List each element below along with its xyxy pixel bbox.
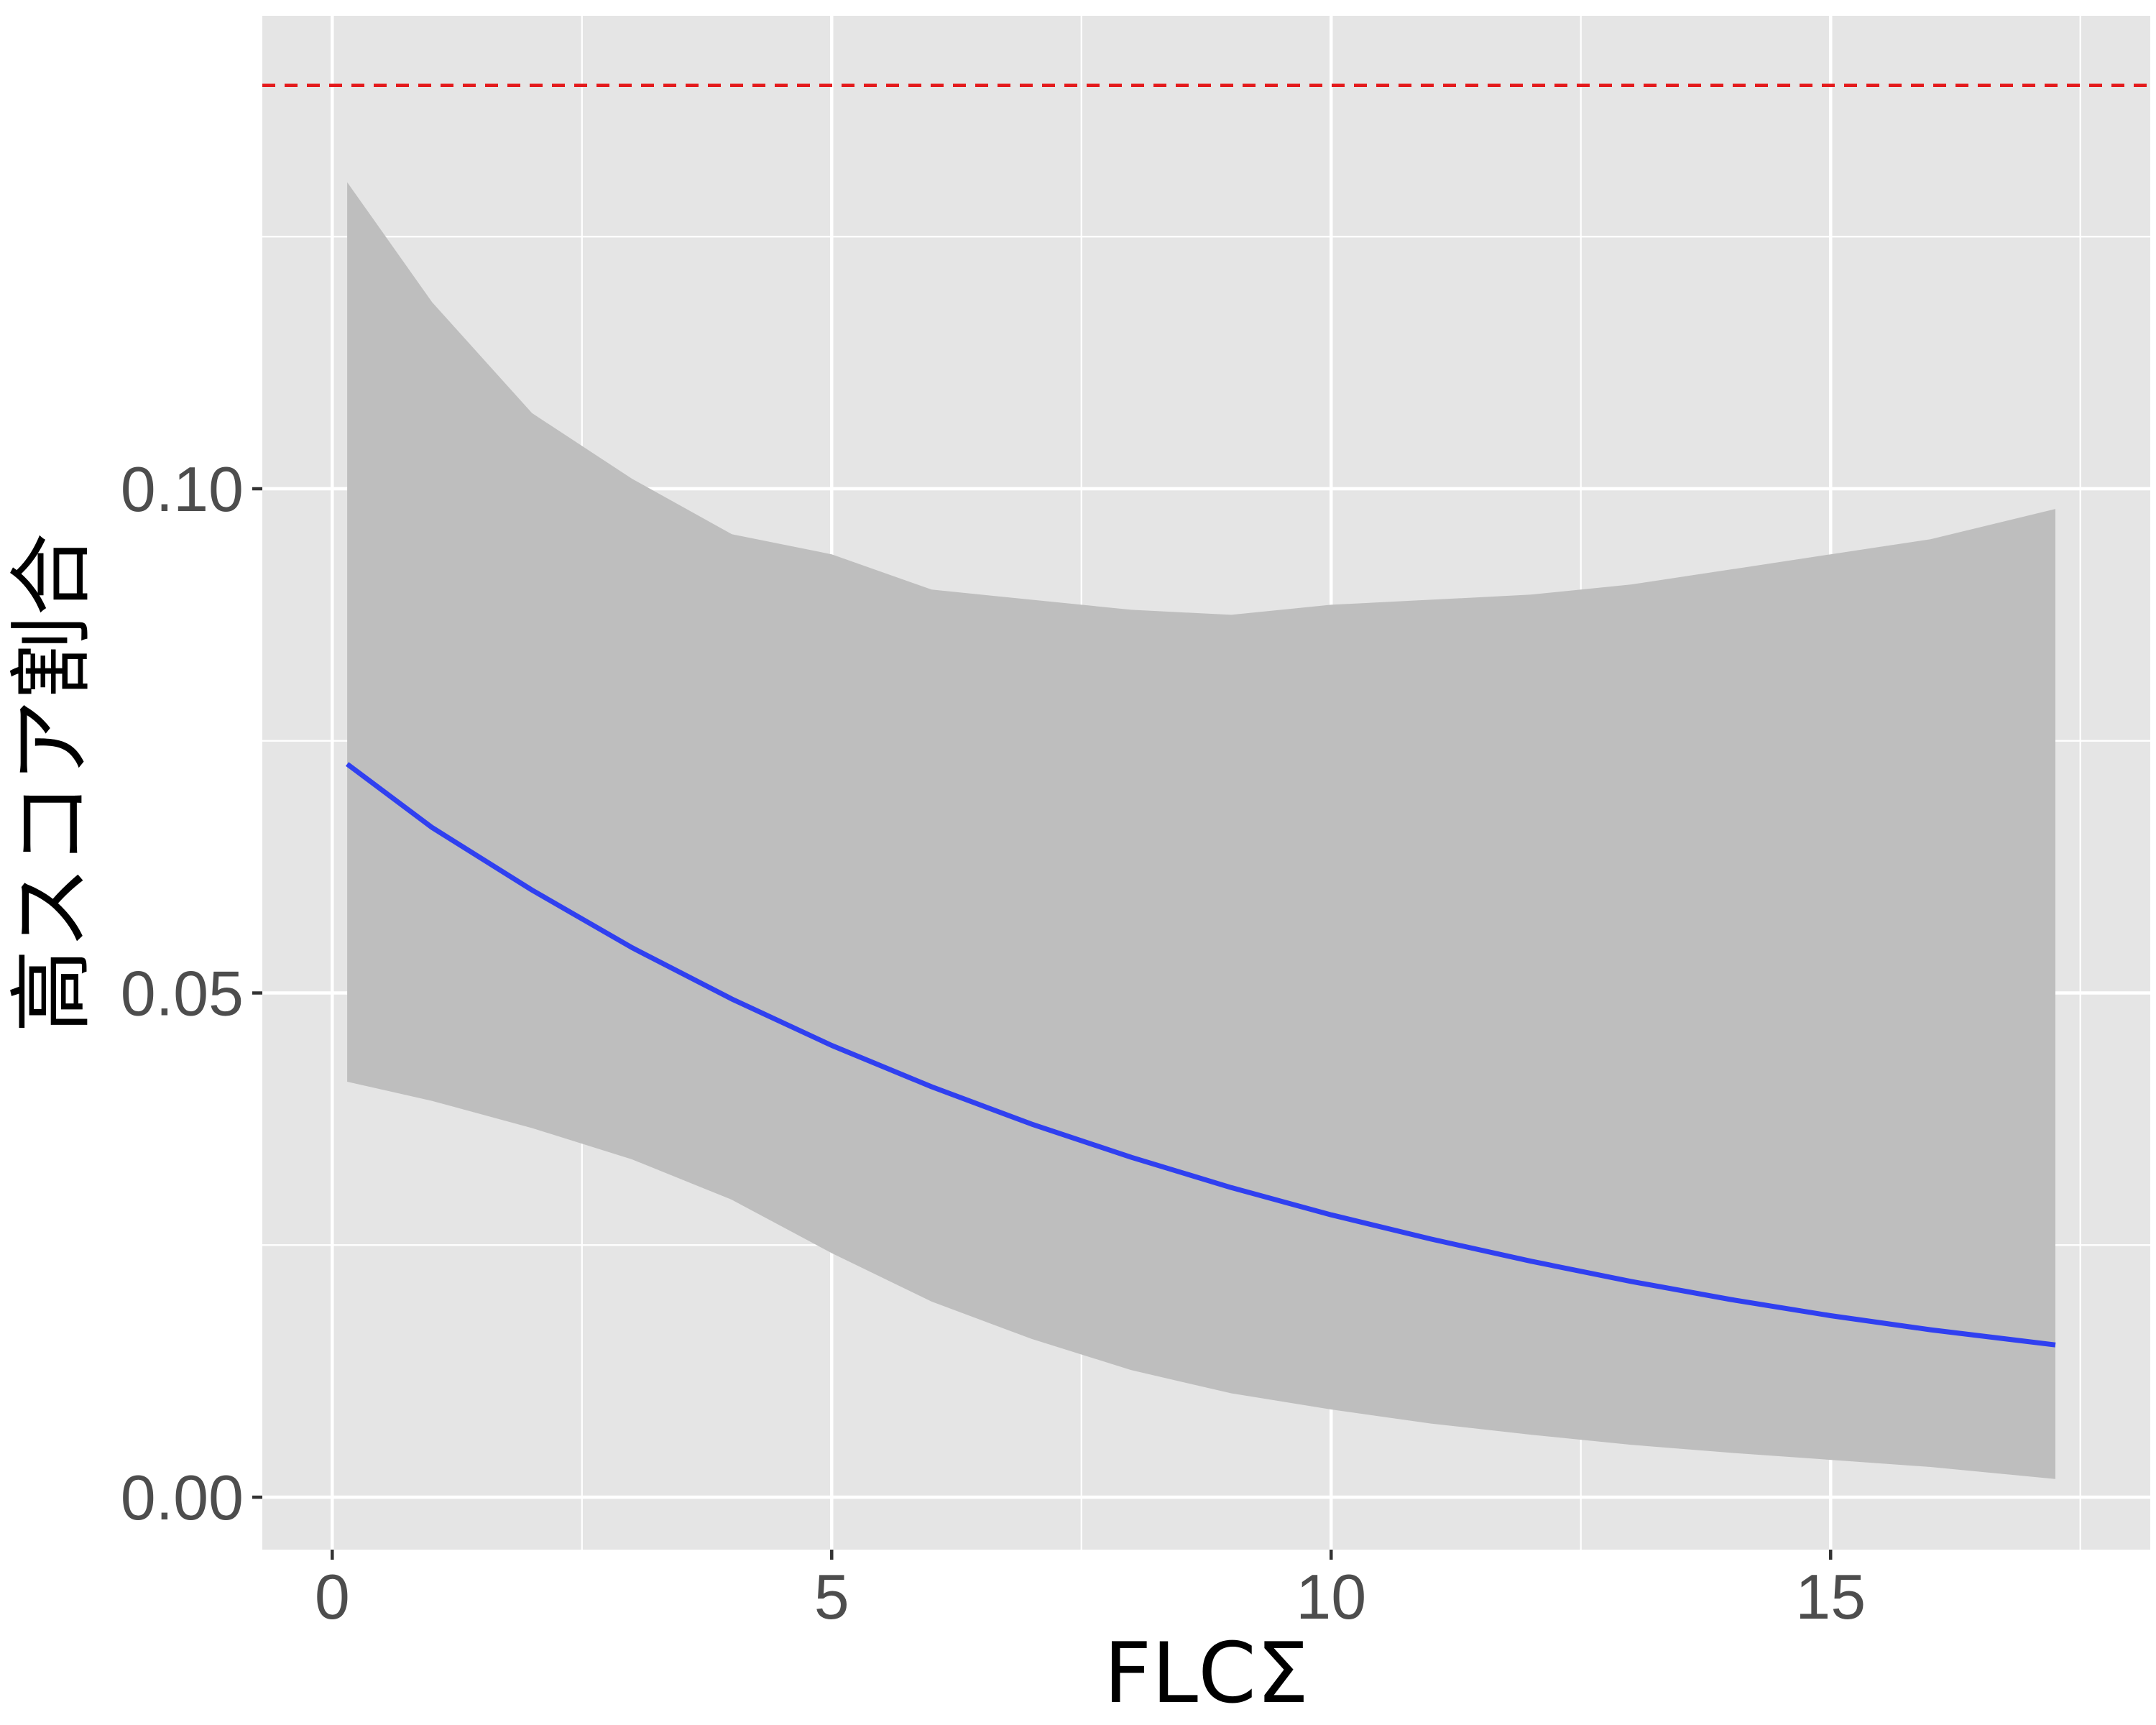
x-tick-label: 0 <box>315 1561 350 1632</box>
y-tick-label: 0.05 <box>121 958 244 1029</box>
x-axis-title: FLCΣ <box>1104 1625 1309 1722</box>
x-tick-label: 15 <box>1795 1561 1866 1632</box>
x-tick-label: 10 <box>1296 1561 1366 1632</box>
y-tick-label: 0.10 <box>121 454 244 525</box>
fitted-line <box>346 762 2056 1348</box>
x-axis-ticks: 0 5 10 15 <box>315 1550 1866 1632</box>
x-tick-label: 5 <box>814 1561 849 1632</box>
confidence-ribbon <box>347 182 2055 1479</box>
y-tick-label: 0.00 <box>121 1462 244 1533</box>
y-axis-title: 高スコア割合 <box>4 533 101 1033</box>
y-axis-ticks: 0.00 0.05 0.10 <box>121 454 262 1533</box>
